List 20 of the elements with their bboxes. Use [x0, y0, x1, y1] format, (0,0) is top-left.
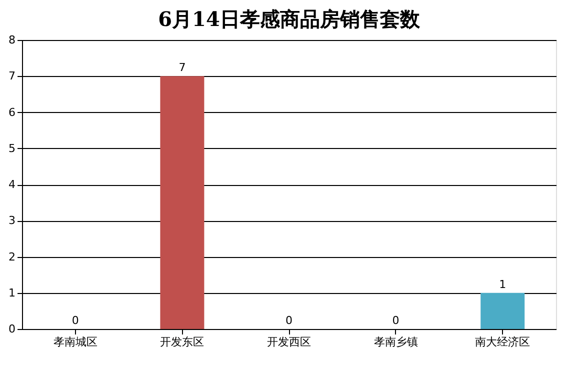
- y-tick-label: 6: [8, 106, 16, 119]
- data-label: 7: [178, 61, 186, 74]
- y-tick-label: 0: [8, 322, 16, 336]
- y-tick-label: 1: [8, 286, 16, 300]
- chart-title: 6月14日孝感商品房销售套数: [158, 7, 421, 31]
- x-tick-label: 开发东区: [160, 336, 204, 348]
- y-tick-label: 3: [8, 214, 16, 228]
- y-tick-label: 7: [8, 70, 16, 83]
- data-label: 0: [72, 314, 79, 327]
- x-tick-label: 开发西区: [267, 336, 311, 348]
- y-tick-label: 4: [8, 178, 16, 191]
- data-label: 1: [499, 278, 506, 291]
- data-label: 0: [286, 314, 292, 327]
- y-tick-label: 8: [8, 34, 16, 46]
- x-tick-label: 孝南乡镇: [374, 336, 418, 348]
- x-tick-label: 孝南城区: [53, 336, 98, 348]
- y-tick-label: 5: [8, 142, 16, 155]
- y-tick-label: 2: [8, 250, 16, 264]
- data-label: 0: [392, 314, 400, 327]
- x-tick-label: 南大经济区: [475, 336, 530, 348]
